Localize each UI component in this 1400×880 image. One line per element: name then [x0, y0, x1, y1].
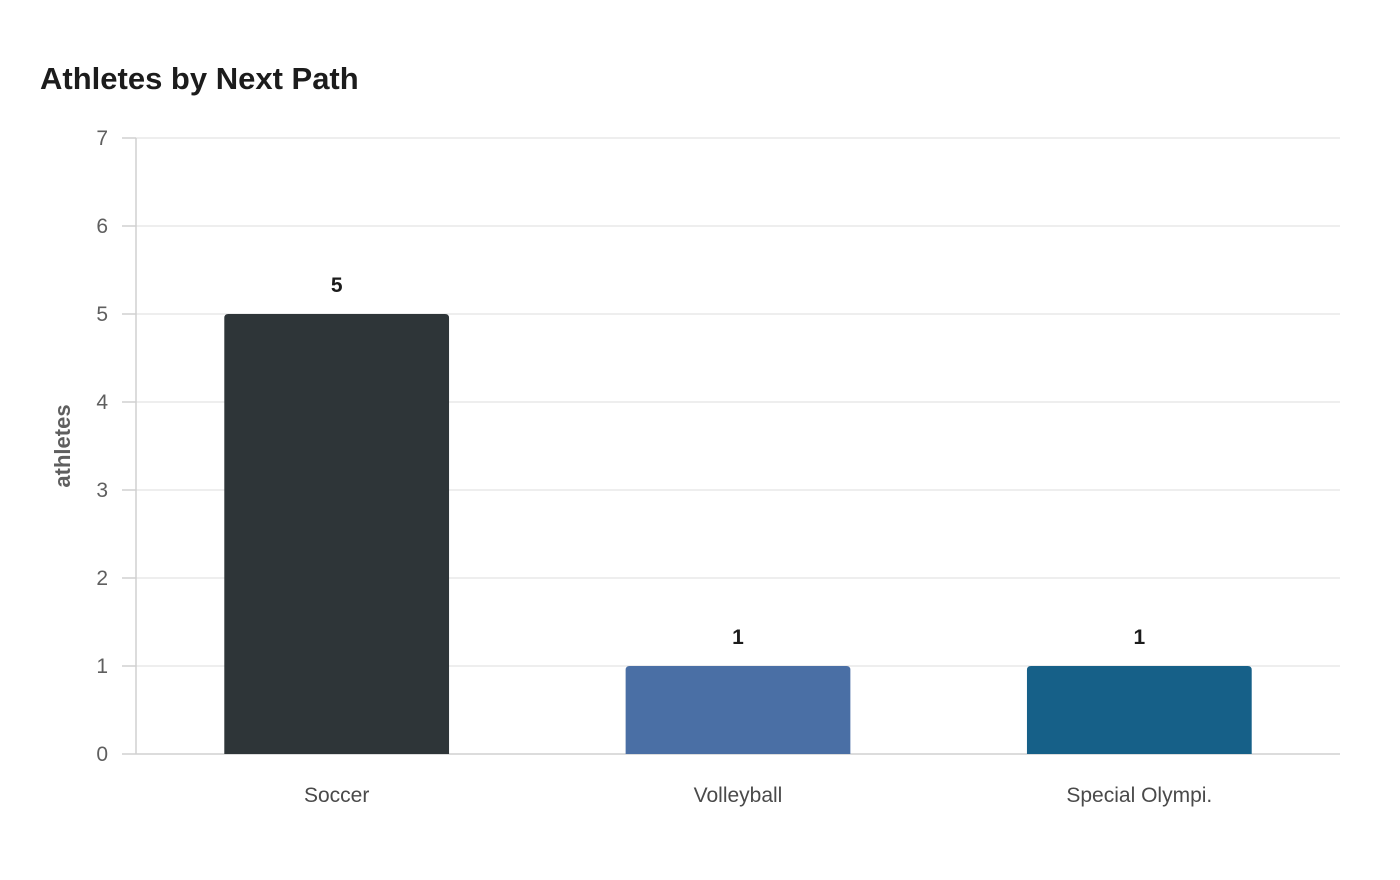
- data-labels: 5 1 1: [331, 274, 1146, 649]
- y-tick-labels: 0 1 2 3 4 5 6 7: [96, 127, 108, 766]
- y-tick-label: 5: [96, 303, 108, 326]
- bar-special-olympi: [1026, 666, 1252, 754]
- data-label: 1: [732, 626, 744, 649]
- y-tick-label: 0: [96, 743, 108, 766]
- y-tick-label: 1: [96, 655, 108, 678]
- bar-soccer: [224, 314, 450, 754]
- category-labels: Soccer Volleyball Special Olympi.: [304, 784, 1212, 807]
- y-tick-label: 7: [96, 127, 108, 150]
- y-tick-label: 6: [96, 215, 108, 238]
- bars: [224, 314, 1252, 754]
- y-tick-label: 4: [96, 391, 108, 414]
- y-axis-title: athletes: [50, 404, 75, 487]
- category-label: Special Olympi.: [1066, 784, 1212, 807]
- chart-title: Athletes by Next Path: [40, 61, 359, 96]
- bar-volleyball: [625, 666, 851, 754]
- data-label: 5: [331, 274, 343, 297]
- data-label: 1: [1133, 626, 1145, 649]
- category-label: Soccer: [304, 784, 369, 807]
- y-tick-label: 2: [96, 567, 108, 590]
- category-label: Volleyball: [694, 784, 783, 807]
- y-tick-label: 3: [96, 479, 108, 502]
